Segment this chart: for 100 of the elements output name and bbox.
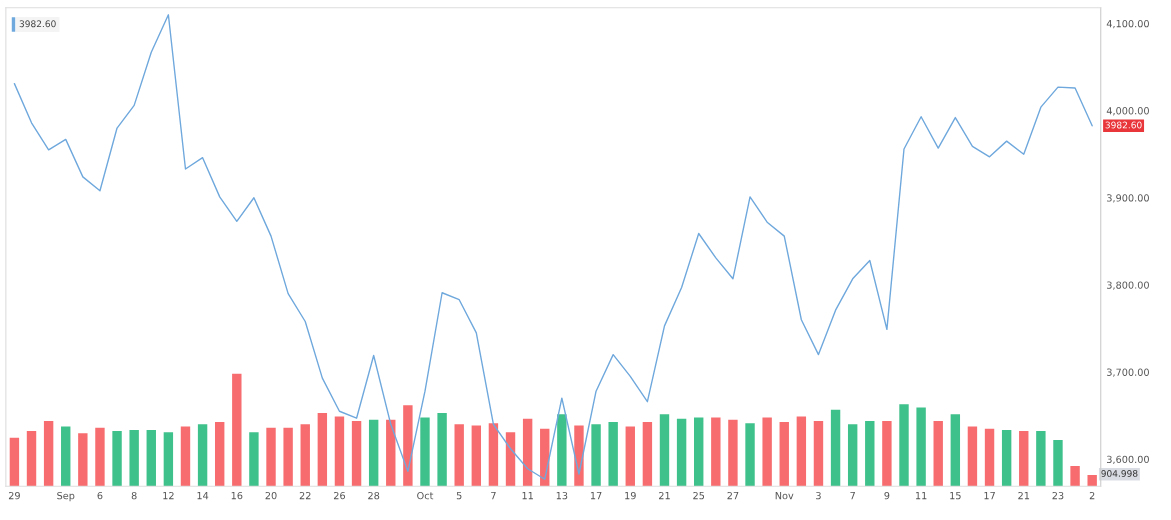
bar [317,413,328,487]
bar [899,404,909,487]
x-tick-label: Nov [775,492,794,500]
bar [728,419,738,487]
x-tick-label: Sep [57,491,75,502]
x-tick-label: 23 [1052,491,1064,500]
x-tick-label: 14 [197,492,209,500]
y-tick-label: 3,700.00 [1107,368,1149,377]
bar [830,409,841,487]
bar [711,417,721,487]
bar [163,432,174,487]
bar [813,420,824,487]
bar [557,414,567,487]
annotation: 3982.60 [1105,121,1142,129]
bar [26,431,37,487]
bar [505,432,516,487]
bar [215,422,225,487]
annotation: 3982.60 [19,20,56,28]
bar [779,422,789,487]
bar [950,414,961,487]
bar [454,424,464,487]
x-tick-label: 2 [1089,491,1095,500]
bar [847,424,858,487]
x-tick-label: 29 [8,491,20,500]
x-tick-label: 12 [163,491,174,500]
bar [1070,465,1080,487]
x-tick-label: 8 [131,491,137,500]
x-tick-label: Oct [417,491,434,500]
bar [420,417,430,487]
x-tick-label: 22 [299,491,311,500]
bar [197,424,208,487]
bar [368,419,379,487]
x-tick-label: 16 [231,491,243,500]
x-tick-label: 19 [625,491,636,500]
x-tick-label: 13 [556,491,568,500]
x-tick-label: 7 [850,492,855,500]
x-tick-label: 11 [915,492,927,500]
bar [437,413,447,487]
bar [1087,474,1097,487]
y-tick-label: 3,600.00 [1107,455,1149,465]
bar [676,418,687,487]
bar [762,417,772,487]
bar [967,426,978,487]
bar [249,432,259,487]
line-series [13,14,1093,480]
x-tick-label: 21 [1018,491,1030,500]
x-tick-label: 3 [816,491,821,500]
x-tick-label: 7 [491,492,496,500]
text: 904.998 [1101,470,1138,477]
bar [488,423,499,487]
bar [266,427,276,487]
bar [232,373,242,487]
x-tick-label: 5 [456,492,462,500]
x-tick-label: 20 [265,491,277,500]
bar [916,407,926,487]
x-tick-label: 26 [333,491,346,500]
bar [334,416,345,487]
bar [1001,429,1012,487]
bar [608,422,618,487]
x-tick-label: 21 [659,491,670,500]
bar [351,420,362,487]
bar [471,425,482,487]
bar [625,426,635,487]
bar [796,416,807,487]
bar [933,420,943,487]
x-tick-label: 28 [368,491,380,500]
bar [403,405,413,487]
bar [300,424,310,487]
bar [61,426,71,487]
bar [1019,431,1029,487]
bar [642,422,653,487]
y-tick-label: 4,000.00 [1106,107,1149,116]
bar [591,424,601,487]
y-tick-label: 3,900.00 [1107,194,1149,203]
y-tick-label: 4,100.00 [1106,19,1149,29]
bar [78,433,88,487]
x-tick-label: 11 [522,492,533,500]
y-tick-label: 3,800.00 [1107,281,1149,290]
bar [984,428,995,487]
x-tick-label: 9 [884,491,890,500]
bar [9,437,20,487]
bar [43,420,54,487]
x-tick-label: 17 [590,492,602,500]
bar [180,426,191,487]
x-tick-label: 25 [693,491,705,500]
bar [1036,431,1046,487]
bar [659,414,670,487]
bar [283,427,293,487]
bar [882,420,892,487]
x-tick-label: 17 [984,492,995,500]
bar [146,429,156,487]
bar [386,419,396,487]
bar [522,418,533,487]
bar [694,417,704,487]
bar [95,427,105,487]
bar [112,431,122,487]
x-tick-label: 6 [97,491,103,500]
bar [865,420,875,487]
bar [745,423,755,487]
x-tick-label: 27 [727,491,739,500]
